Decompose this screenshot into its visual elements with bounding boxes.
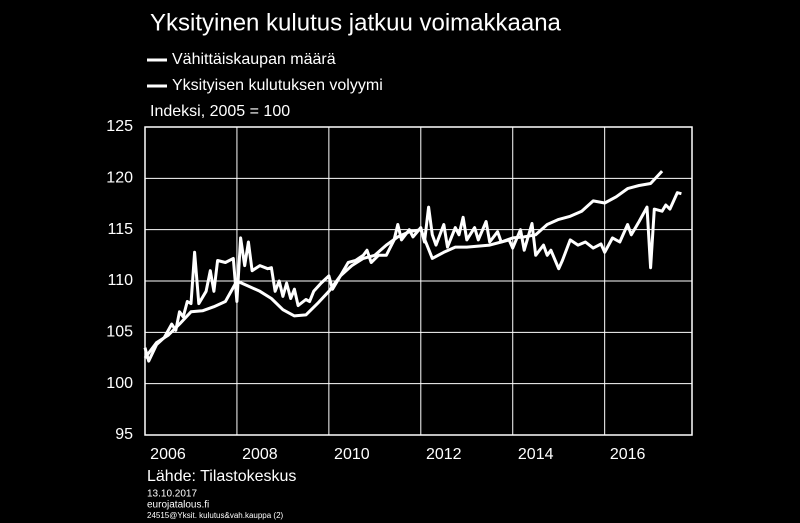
y-axis-label: Indeksi, 2005 = 100 <box>150 103 290 120</box>
code: 24515@Yksit. kulutus&vah.kauppa (2) <box>147 511 284 520</box>
x-tick-label: 2016 <box>610 446 646 463</box>
y-tick-label: 120 <box>106 170 133 187</box>
y-tick-label: 100 <box>106 375 133 392</box>
x-tick-label: 2008 <box>242 446 278 463</box>
y-tick-label: 115 <box>107 221 133 238</box>
y-tick-label: 125 <box>106 118 133 135</box>
date: 13.10.2017 <box>147 489 197 500</box>
plot-frame <box>144 126 693 436</box>
legend-label: Vähittäiskaupan määrä <box>172 51 336 68</box>
x-tick-label: 2012 <box>426 446 462 463</box>
legend-label: Yksityisen kulutuksen volyymi <box>172 77 383 94</box>
x-tick-label: 2010 <box>334 446 370 463</box>
x-tick-label: 2006 <box>150 446 186 463</box>
series-line <box>143 170 664 359</box>
y-tick-label: 105 <box>106 324 133 341</box>
y-tick-label: 95 <box>115 426 133 443</box>
x-tick-label: 2014 <box>518 446 554 463</box>
y-tick-label: 110 <box>107 272 133 289</box>
source: Lähde: Tilastokeskus <box>147 468 296 485</box>
site: eurojatalous.fi <box>147 500 209 511</box>
chart-title: Yksityinen kulutus jatkuu voimakkaana <box>150 9 562 36</box>
series-line <box>143 191 682 363</box>
